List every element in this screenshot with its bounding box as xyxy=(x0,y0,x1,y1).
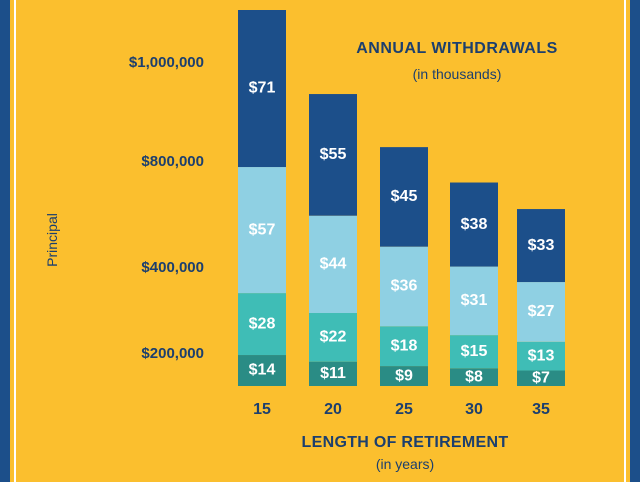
bar-segment xyxy=(380,147,428,247)
bar-segment xyxy=(517,370,565,386)
data-label: $71 xyxy=(249,80,276,97)
chart-subtitle: (in thousands) xyxy=(412,66,502,82)
frame-left xyxy=(0,0,10,482)
bar-segment xyxy=(380,326,428,367)
bar-segment xyxy=(450,368,498,386)
data-label: $36 xyxy=(391,278,418,295)
y-tick-label: $200,000 xyxy=(141,345,204,362)
data-label: $33 xyxy=(528,237,555,254)
bar-segment xyxy=(517,209,565,283)
data-label: $18 xyxy=(391,337,418,354)
bar-segment xyxy=(309,94,357,216)
bar-segment xyxy=(380,246,428,327)
y-axis-label: Principal xyxy=(44,213,60,267)
bar-segment xyxy=(238,293,286,356)
data-label: $14 xyxy=(249,362,276,379)
x-axis-label: LENGTH OF RETIREMENT xyxy=(301,434,509,451)
data-label: $9 xyxy=(395,367,413,384)
data-label: $22 xyxy=(320,329,347,346)
data-label: $15 xyxy=(461,343,488,360)
x-tick-label: 15 xyxy=(253,401,271,418)
chart-title: ANNUAL WITHDRAWALS xyxy=(356,40,558,57)
frame-line-right xyxy=(624,0,626,482)
data-label: $45 xyxy=(391,188,418,205)
bar-segment xyxy=(450,182,498,267)
bar-segment xyxy=(309,215,357,314)
x-tick-label: 30 xyxy=(465,401,483,418)
bar-segment xyxy=(309,313,357,362)
y-tick-label: $800,000 xyxy=(141,153,204,170)
data-label: $31 xyxy=(461,292,488,309)
bar-segment xyxy=(238,167,286,294)
y-tick-label: $400,000 xyxy=(141,259,204,276)
bar-segment xyxy=(517,341,565,371)
x-axis-sublabel: (in years) xyxy=(375,456,435,472)
y-tick-label: $1,000,000 xyxy=(129,54,204,71)
frame-line-left xyxy=(14,0,16,482)
data-label: $28 xyxy=(249,315,276,332)
bar-segment xyxy=(309,361,357,386)
bar-segment xyxy=(517,282,565,342)
bar-segment xyxy=(450,335,498,369)
data-label: $27 xyxy=(528,303,555,320)
bar-segment xyxy=(450,266,498,336)
data-label: $8 xyxy=(465,368,483,385)
x-tick-label: 20 xyxy=(324,401,342,418)
data-label: $7 xyxy=(532,369,550,386)
x-tick-label: 35 xyxy=(532,401,550,418)
data-label: $11 xyxy=(320,365,346,382)
bar-segment xyxy=(238,10,286,168)
bar-segment xyxy=(238,355,286,386)
data-label: $38 xyxy=(461,216,488,233)
data-label: $13 xyxy=(528,347,555,364)
data-label: $55 xyxy=(320,146,347,163)
data-label: $57 xyxy=(249,221,276,238)
data-label: $44 xyxy=(320,256,347,273)
x-tick-label: 25 xyxy=(395,401,413,418)
frame-right xyxy=(630,0,640,482)
bar-segment xyxy=(380,366,428,386)
